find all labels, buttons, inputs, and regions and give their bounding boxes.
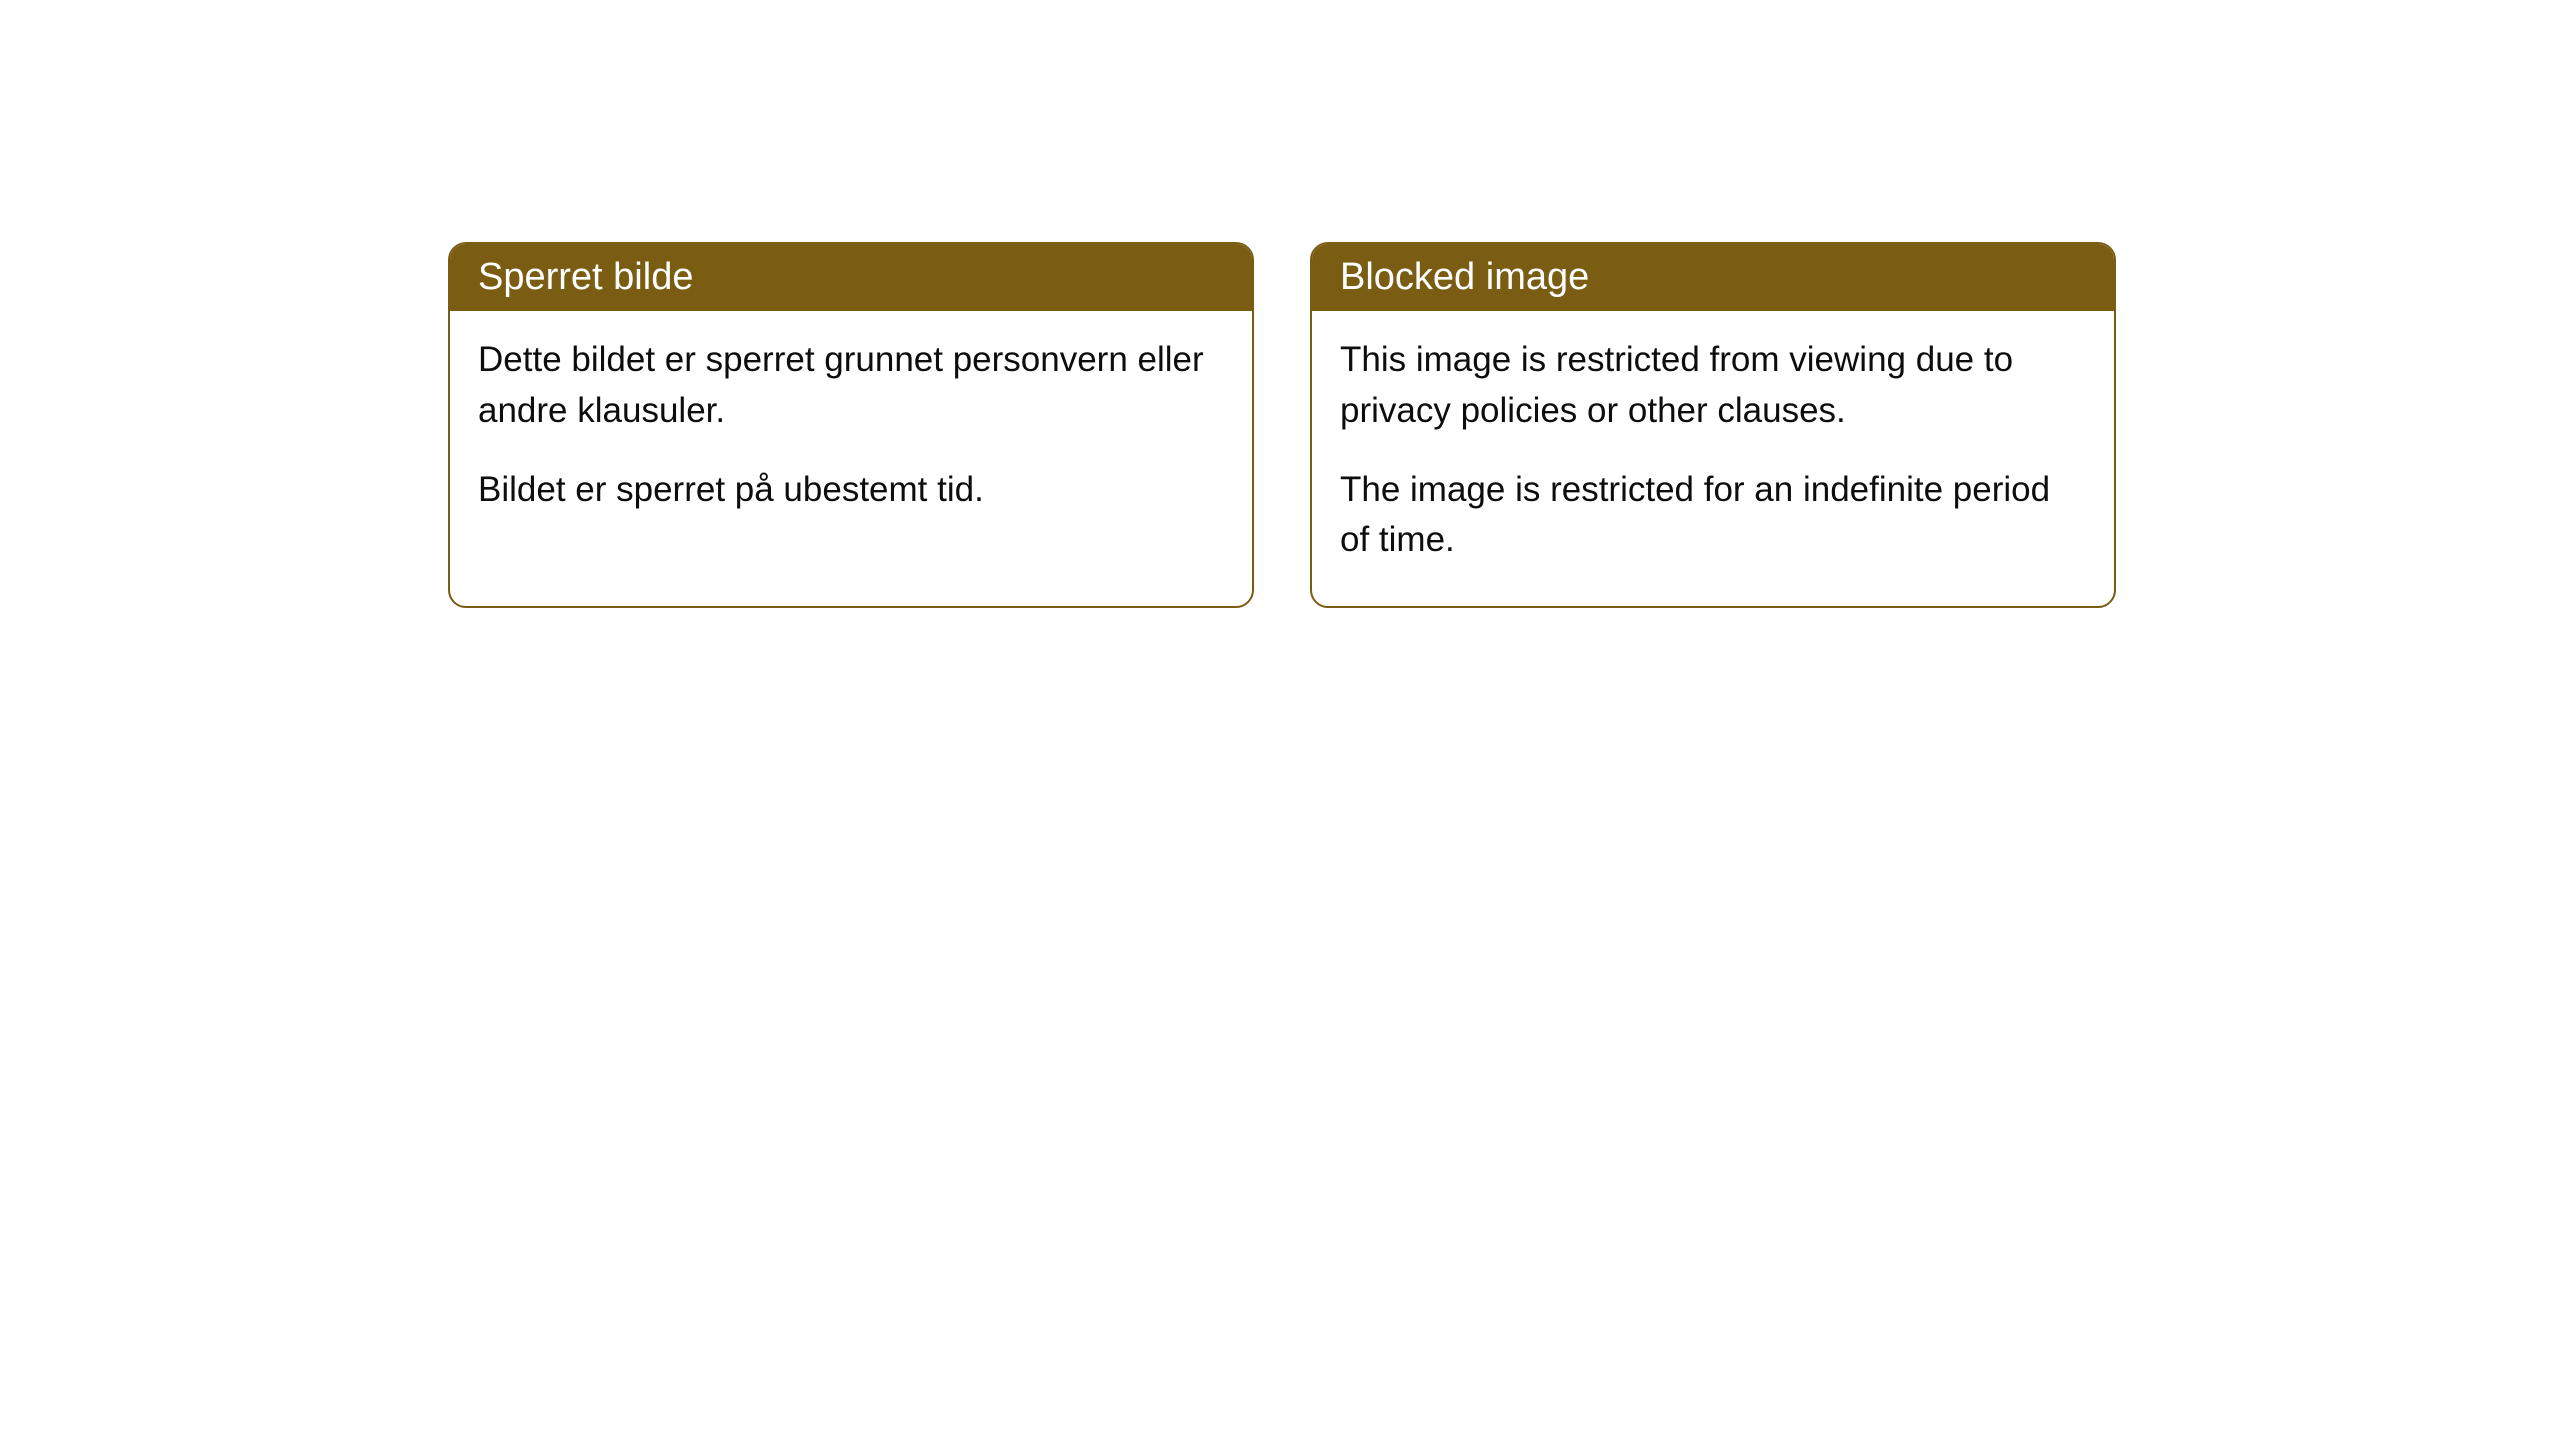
- card-norwegian: Sperret bilde Dette bildet er sperret gr…: [448, 242, 1254, 608]
- card-body-english: This image is restricted from viewing du…: [1312, 311, 2114, 606]
- card-body-norwegian: Dette bildet er sperret grunnet personve…: [450, 311, 1252, 555]
- card-paragraph-2-norwegian: Bildet er sperret på ubestemt tid.: [478, 465, 1224, 516]
- card-paragraph-2-english: The image is restricted for an indefinit…: [1340, 465, 2086, 567]
- card-english: Blocked image This image is restricted f…: [1310, 242, 2116, 608]
- card-paragraph-1-english: This image is restricted from viewing du…: [1340, 335, 2086, 437]
- card-header-english: Blocked image: [1312, 244, 2114, 311]
- cards-container: Sperret bilde Dette bildet er sperret gr…: [0, 0, 2560, 608]
- card-header-norwegian: Sperret bilde: [450, 244, 1252, 311]
- card-paragraph-1-norwegian: Dette bildet er sperret grunnet personve…: [478, 335, 1224, 437]
